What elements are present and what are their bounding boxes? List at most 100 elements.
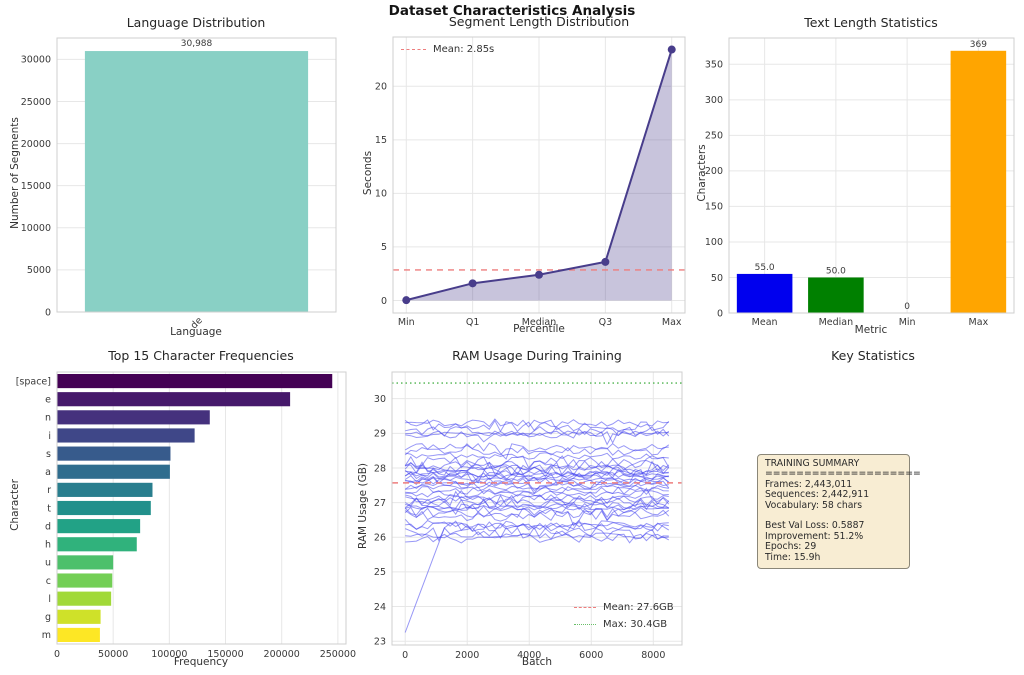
svg-text:20: 20: [375, 82, 387, 93]
svg-text:26: 26: [374, 533, 386, 544]
svg-text:300: 300: [705, 95, 723, 106]
svg-text:30,988: 30,988: [181, 39, 213, 49]
ram-mean-line-sample-icon: [574, 607, 596, 608]
svg-text:5: 5: [381, 242, 387, 253]
chart-title-segment-length: Segment Length Distribution: [448, 14, 630, 29]
svg-text:250000: 250000: [320, 649, 356, 660]
svg-text:27: 27: [374, 498, 386, 509]
ram-max-legend-label: Max: 30.4GB: [603, 619, 668, 630]
svg-text:55.0: 55.0: [755, 263, 775, 273]
svg-text:24: 24: [374, 602, 386, 613]
xlabel-frequency: Frequency: [173, 656, 229, 668]
svg-text:369: 369: [970, 40, 987, 50]
svg-text:0: 0: [54, 649, 60, 660]
svg-text:h: h: [45, 540, 51, 551]
svg-text:8000: 8000: [641, 650, 665, 661]
xlabel-percentile: Percentile: [513, 323, 565, 335]
svg-text:30: 30: [374, 394, 386, 405]
svg-text:23: 23: [374, 636, 386, 647]
chart-title-language-distribution: Language Distribution: [126, 15, 266, 30]
svg-text:50000: 50000: [98, 649, 128, 660]
svg-text:30000: 30000: [21, 55, 51, 66]
svg-text:Q3: Q3: [599, 317, 613, 328]
ylabel-ram-usage: RAM Usage (GB): [357, 462, 369, 550]
svg-text:i: i: [48, 431, 51, 442]
svg-text:200: 200: [705, 166, 723, 177]
segment-length-legend: Mean: 2.85s: [401, 44, 494, 55]
ylabel-characters: Characters: [696, 144, 708, 202]
xlabel-language: Language: [170, 326, 222, 338]
svg-text:250: 250: [705, 131, 723, 142]
svg-text:100: 100: [705, 237, 723, 248]
ylabel-number-of-segments: Number of Segments: [9, 117, 21, 229]
xlabel-batch: Batch: [521, 656, 553, 668]
svg-text:0: 0: [904, 302, 910, 312]
ram-mean-legend: Mean: 27.6GB: [574, 602, 674, 613]
svg-text:200000: 200000: [264, 649, 300, 660]
svg-text:6000: 6000: [579, 650, 603, 661]
svg-text:[space]: [space]: [16, 376, 51, 387]
svg-text:Min: Min: [899, 317, 916, 328]
svg-text:g: g: [45, 612, 51, 623]
mean-line-sample-icon: [401, 49, 426, 50]
xlabel-metric: Metric: [854, 324, 888, 336]
svg-text:u: u: [45, 558, 51, 569]
svg-text:10: 10: [375, 189, 387, 200]
svg-text:15: 15: [375, 135, 387, 146]
svg-text:m: m: [42, 630, 51, 641]
svg-text:2000: 2000: [455, 650, 479, 661]
chart-title-ram-usage: RAM Usage During Training: [452, 348, 622, 363]
svg-text:15000: 15000: [21, 181, 51, 192]
svg-text:c: c: [46, 576, 51, 587]
svg-text:50.0: 50.0: [826, 266, 846, 276]
svg-text:Q1: Q1: [466, 317, 480, 328]
svg-text:a: a: [45, 467, 51, 478]
figure-title: Dataset Characteristics Analysis: [388, 3, 636, 19]
ylabel-seconds: Seconds: [362, 150, 374, 196]
svg-text:n: n: [45, 413, 51, 424]
svg-text:Max: Max: [969, 317, 989, 328]
svg-text:r: r: [47, 485, 51, 496]
svg-text:4000: 4000: [517, 650, 541, 661]
svg-text:28: 28: [374, 463, 386, 474]
svg-text:s: s: [46, 449, 51, 460]
training-summary-box: TRAINING SUMMARY ==================== Fr…: [757, 454, 921, 570]
svg-text:150000: 150000: [207, 649, 243, 660]
chart-title-char-frequencies: Top 15 Character Frequencies: [108, 348, 294, 363]
chart-title-key-statistics: Key Statistics: [831, 348, 915, 363]
svg-text:Median: Median: [819, 317, 854, 328]
svg-text:e: e: [45, 395, 51, 406]
svg-text:25: 25: [374, 567, 386, 578]
svg-text:20000: 20000: [21, 139, 51, 150]
svg-text:Mean: Mean: [752, 317, 778, 328]
chart-title-text-length: Text Length Statistics: [804, 15, 938, 30]
svg-text:0: 0: [45, 307, 51, 318]
svg-text:29: 29: [374, 429, 386, 440]
ram-usage-plot: 23 24 25 26 27 28 29 30 0 2000 4000 6000 8000: [374, 371, 683, 661]
svg-text:350: 350: [705, 60, 723, 71]
text-length-plot: 0 50 100 150 200 250 300 350 55.0 Mean 50.0 Median 0…: [705, 37, 1015, 328]
svg-text:0: 0: [402, 650, 408, 661]
ylabel-character: Character: [9, 479, 21, 531]
segment-length-plot: 0 5 10 15 20 Min Q1 Median Q3 Max: [375, 36, 686, 328]
svg-text:100000: 100000: [151, 649, 187, 660]
svg-text:50: 50: [711, 273, 723, 284]
mean-line-legend-label: Mean: 2.85s: [433, 44, 495, 55]
svg-text:t: t: [47, 503, 51, 514]
character-frequencies-plot: 0 50000 100000 150000 200000 250000 [space] eni…: [16, 371, 356, 660]
svg-text:d: d: [45, 521, 51, 532]
svg-text:5000: 5000: [27, 265, 51, 276]
svg-text:150: 150: [705, 202, 723, 213]
ram-max-line-sample-icon: [574, 624, 596, 625]
svg-text:10000: 10000: [21, 223, 51, 234]
ram-max-legend: Max: 30.4GB: [574, 619, 667, 630]
svg-text:Max: Max: [662, 317, 682, 328]
svg-text:l: l: [48, 594, 51, 605]
svg-text:0: 0: [717, 308, 723, 319]
svg-text:Min: Min: [398, 317, 415, 328]
svg-text:Median: Median: [522, 317, 557, 328]
svg-text:25000: 25000: [21, 97, 51, 108]
